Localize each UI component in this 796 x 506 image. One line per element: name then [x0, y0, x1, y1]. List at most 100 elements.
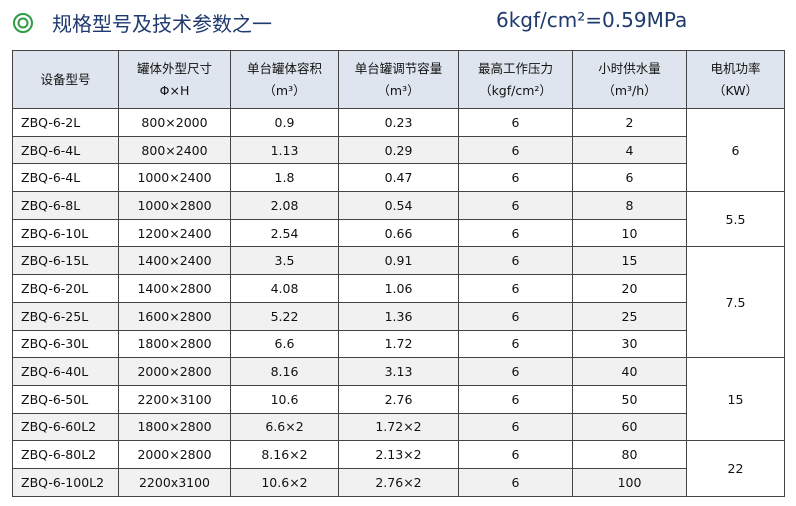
table-cell: 6 — [458, 384, 573, 414]
table-row: ZBQ-6-30L 1800×2800 6.6 1.72 6 30 — [12, 329, 785, 359]
table-cell: 2.13×2 — [338, 440, 459, 469]
table-cell: 80 — [572, 440, 687, 469]
header-line: （m³/h） — [602, 82, 657, 98]
table-cell: 6 — [458, 163, 573, 193]
table-cell: 6 — [458, 191, 573, 220]
table-row: ZBQ-6-15L 1400×2400 3.5 0.91 6 15 7.5 — [12, 246, 785, 359]
table-cell: 1.72×2 — [338, 412, 459, 442]
table-cell: ZBQ-6-20L — [12, 274, 119, 303]
table-cell: 15 — [572, 246, 687, 276]
table-cell: 1600×2800 — [118, 301, 231, 331]
title-icon — [13, 13, 33, 33]
table-cell: 2.54 — [230, 218, 339, 248]
table-cell: 1000×2400 — [118, 163, 231, 193]
table-cell: 10.6×2 — [230, 467, 339, 497]
table-row: ZBQ-6-8L 1000×2800 2.08 0.54 6 8 5.5 — [12, 191, 785, 248]
table-cell: 0.66 — [338, 218, 459, 248]
table-row: ZBQ-6-40L 2000×2800 8.16 3.13 6 40 15 — [12, 357, 785, 442]
table-cell: 1.36 — [338, 301, 459, 331]
table-cell: 0.54 — [338, 191, 459, 220]
table-cell: 6 — [458, 135, 573, 165]
table-cell: 2.08 — [230, 191, 339, 220]
table-cell: 0.91 — [338, 246, 459, 276]
table-cell: 6 — [572, 163, 687, 193]
table-row: ZBQ-6-4L 800×2400 1.13 0.29 6 4 — [12, 135, 785, 165]
table-cell: 30 — [572, 329, 687, 359]
header-line: （KW） — [712, 82, 759, 98]
header-line: 设备型号 — [40, 71, 91, 87]
title: 规格型号及技术参数之一 — [52, 12, 272, 36]
table-cell: ZBQ-6-25L — [12, 301, 119, 331]
table-cell: 25 — [572, 301, 687, 331]
header-cell: 单台罐调节容量 （m³） — [338, 50, 459, 109]
table-cell: 1.13 — [230, 135, 339, 165]
table-cell: 1.8 — [230, 163, 339, 193]
table-cell: 6 — [458, 357, 573, 386]
table-cell: ZBQ-6-100L2 — [12, 467, 119, 497]
header-cell: 小时供水量 （m³/h） — [572, 50, 687, 109]
power-cell: 22 — [686, 440, 785, 497]
table-cell: 6 — [458, 218, 573, 248]
table-cell: ZBQ-6-50L — [12, 384, 119, 414]
table-cell: ZBQ-6-80L2 — [12, 440, 119, 469]
subtitle: 6kgf/cm²=0.59MPa — [496, 8, 688, 32]
table-cell: 10.6 — [230, 384, 339, 414]
table-cell: 4 — [572, 135, 687, 165]
table-cell: 6 — [458, 412, 573, 442]
table-cell: 20 — [572, 274, 687, 303]
table-cell: ZBQ-6-4L — [12, 163, 119, 193]
table-cell: ZBQ-6-15L — [12, 246, 119, 276]
header-line: 小时供水量 — [598, 60, 661, 76]
header-cell: 罐体外型尺寸 Φ×H — [118, 50, 231, 109]
table-cell: ZBQ-6-10L — [12, 218, 119, 248]
table-cell: 1400×2400 — [118, 246, 231, 276]
table-cell: 6 — [458, 246, 573, 276]
table-cell: 2000×2800 — [118, 440, 231, 469]
table-cell: 10 — [572, 218, 687, 248]
power-cell: 7.5 — [686, 246, 785, 359]
header-line: （m³） — [377, 82, 420, 98]
table-cell: 0.23 — [338, 108, 459, 137]
table-cell: 2000×2800 — [118, 357, 231, 386]
table-cell: ZBQ-6-4L — [12, 135, 119, 165]
spec-table: 设备型号 罐体外型尺寸 Φ×H 单台罐体容积 （m³） 单台罐调节容量 （m³） 最高工作压力… — [12, 50, 785, 497]
table-cell: 2200x3100 — [118, 467, 231, 497]
power-cell: 6 — [686, 107, 785, 193]
table-cell: 1200×2400 — [118, 218, 231, 248]
table-row: ZBQ-6-50L 2200×3100 10.6 2.76 6 50 — [12, 384, 785, 414]
table-cell: 800×2000 — [118, 108, 231, 137]
table-cell: 8.16×2 — [230, 440, 339, 469]
header-line: Φ×H — [159, 82, 190, 98]
header-line: 单台罐体容积 — [246, 60, 322, 76]
table-cell: 6 — [458, 274, 573, 303]
table-cell: 8 — [572, 191, 687, 220]
table-cell: 0.47 — [338, 163, 459, 193]
table-cell: 1800×2800 — [118, 412, 231, 442]
table-cell: 60 — [572, 412, 687, 442]
header-line: 罐体外型尺寸 — [136, 60, 212, 76]
table-cell: 2200×3100 — [118, 384, 231, 414]
table-cell: 100 — [572, 467, 687, 497]
table-cell: 800×2400 — [118, 135, 231, 165]
table-row: ZBQ-6-20L 1400×2800 4.08 1.06 6 20 — [12, 274, 785, 303]
table-cell: ZBQ-6-40L — [12, 357, 119, 386]
table-row: ZBQ-6-60L2 1800×2800 6.6×2 1.72×2 6 60 — [12, 412, 785, 442]
table-cell: 6 — [458, 467, 573, 497]
table-cell: 50 — [572, 384, 687, 414]
table-cell: ZBQ-6-2L — [12, 108, 119, 137]
table-cell: 1400×2800 — [118, 274, 231, 303]
table-cell: 6 — [458, 108, 573, 137]
table-cell: 3.13 — [338, 357, 459, 386]
table-cell: 3.5 — [230, 246, 339, 276]
table-cell: 4.08 — [230, 274, 339, 303]
table-row: ZBQ-6-100L2 2200x3100 10.6×2 2.76×2 6 100 — [12, 467, 785, 497]
header-row: 设备型号 罐体外型尺寸 Φ×H 单台罐体容积 （m³） 单台罐调节容量 （m³） 最高工作压力… — [12, 50, 785, 109]
header-line: （m³） — [263, 82, 306, 98]
table-row: ZBQ-6-4L 1000×2400 1.8 0.47 6 6 — [12, 163, 785, 193]
table-row: ZBQ-6-25L 1600×2800 5.22 1.36 6 25 — [12, 301, 785, 331]
table-cell: 6.6 — [230, 329, 339, 359]
header-line: 电机功率 — [710, 60, 761, 76]
table-row: ZBQ-6-80L2 2000×2800 8.16×2 2.13×2 6 80 22 — [12, 440, 785, 497]
header-cell: 最高工作压力 （kgf/cm²） — [458, 50, 573, 109]
table-cell: ZBQ-6-60L2 — [12, 412, 119, 442]
